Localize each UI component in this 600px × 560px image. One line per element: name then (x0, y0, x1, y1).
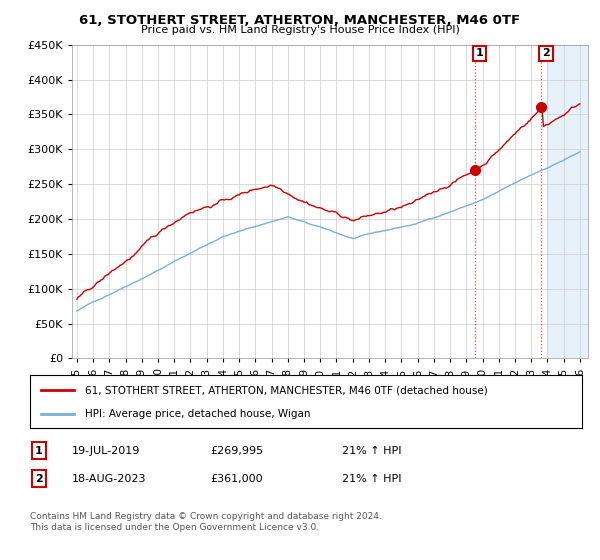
Text: 21% ↑ HPI: 21% ↑ HPI (342, 446, 401, 456)
Text: 21% ↑ HPI: 21% ↑ HPI (342, 474, 401, 484)
Text: 18-AUG-2023: 18-AUG-2023 (72, 474, 146, 484)
Text: 2: 2 (542, 48, 550, 58)
Bar (547, 45, 596, 358)
Text: £269,995: £269,995 (210, 446, 263, 456)
Text: HPI: Average price, detached house, Wigan: HPI: Average price, detached house, Wiga… (85, 408, 311, 418)
Text: 1: 1 (35, 446, 43, 456)
Text: £361,000: £361,000 (210, 474, 263, 484)
Text: Contains HM Land Registry data © Crown copyright and database right 2024.
This d: Contains HM Land Registry data © Crown c… (30, 512, 382, 532)
Text: 2: 2 (35, 474, 43, 484)
Text: 61, STOTHERT STREET, ATHERTON, MANCHESTER, M46 0TF: 61, STOTHERT STREET, ATHERTON, MANCHESTE… (79, 14, 521, 27)
Text: 1: 1 (476, 48, 484, 58)
Text: Price paid vs. HM Land Registry's House Price Index (HPI): Price paid vs. HM Land Registry's House … (140, 25, 460, 35)
Text: 61, STOTHERT STREET, ATHERTON, MANCHESTER, M46 0TF (detached house): 61, STOTHERT STREET, ATHERTON, MANCHESTE… (85, 385, 488, 395)
Text: 19-JUL-2019: 19-JUL-2019 (72, 446, 140, 456)
